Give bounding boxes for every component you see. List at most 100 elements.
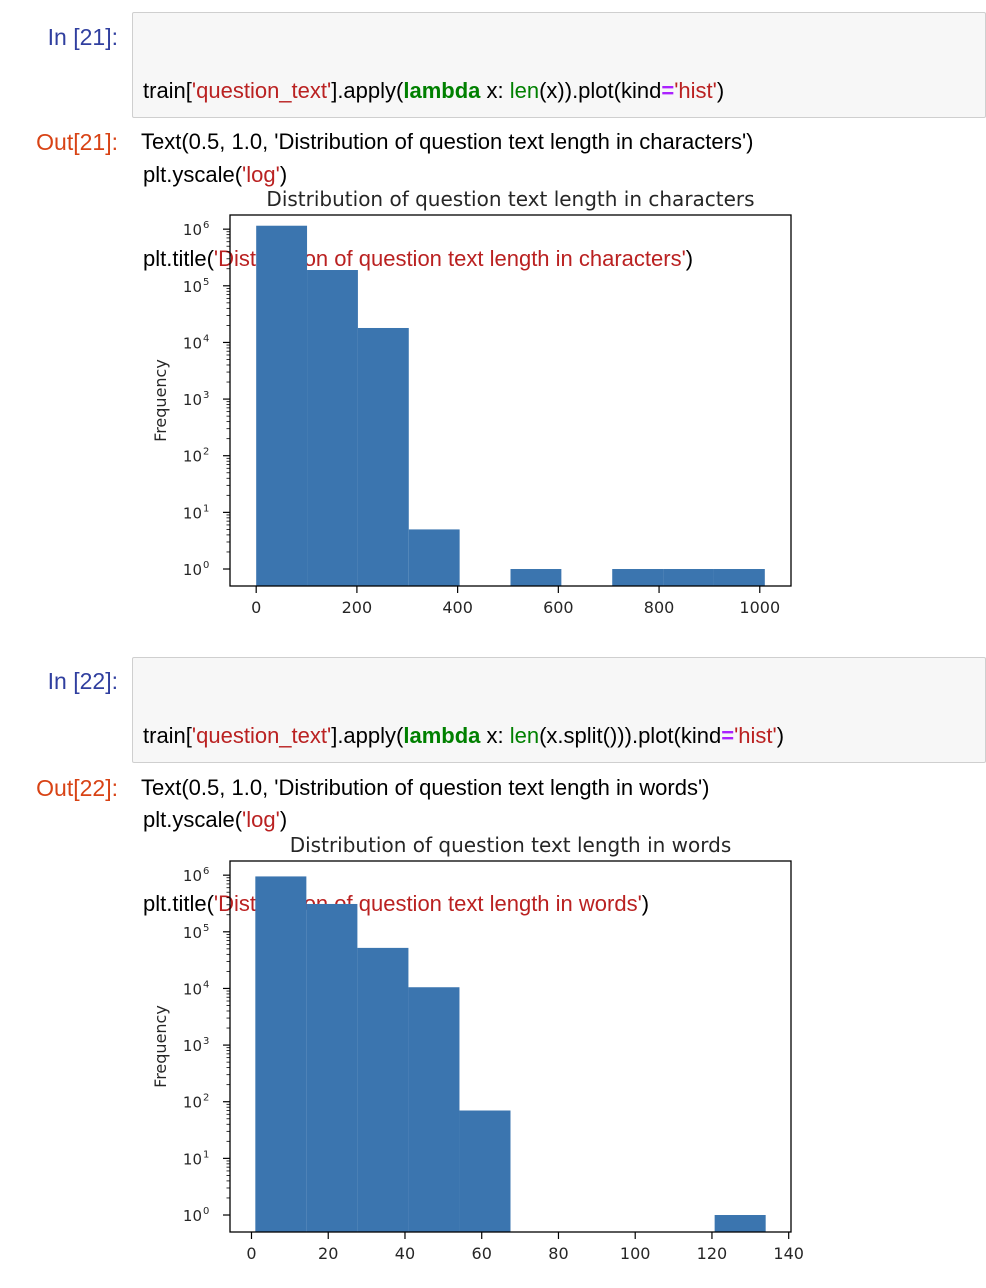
x-tick-label: 60 — [472, 1244, 492, 1263]
histogram-bar — [408, 987, 460, 1232]
code-token: train[ — [143, 78, 192, 103]
y-tick-label: 10 — [183, 221, 202, 239]
chart-title: Distribution of question text length in … — [266, 187, 754, 211]
code-token: ) — [776, 723, 785, 748]
code-token: (x.split())).plot(kind — [539, 723, 722, 748]
code-cell[interactable]: train['question_text'].apply(lambda x: l… — [132, 657, 986, 916]
histogram-bar — [357, 947, 409, 1232]
code-line: train['question_text'].apply(lambda x: l… — [143, 77, 975, 105]
code-token: ) — [279, 162, 288, 187]
code-token: plt.title( — [143, 246, 214, 271]
code-token: plt.title( — [143, 891, 214, 916]
code-operator: = — [721, 723, 735, 748]
code-keyword: lambda — [403, 723, 481, 748]
code-token: plt.yscale( — [143, 162, 243, 187]
code-string: 'hist' — [674, 78, 717, 103]
histogram-bar — [255, 876, 307, 1232]
plot-frame — [229, 860, 792, 1233]
histogram-bar — [408, 529, 460, 586]
y-tick-exponent: 1 — [203, 503, 209, 514]
chart-title: Distribution of question text length in … — [290, 833, 732, 857]
code-string: 'question_text' — [191, 78, 332, 103]
code-builtin: len — [509, 723, 540, 748]
y-tick-label: 10 — [183, 1150, 202, 1168]
y-tick-exponent: 3 — [203, 390, 209, 401]
x-tick-label: 600 — [543, 598, 574, 617]
code-string: 'hist' — [734, 723, 777, 748]
histogram-bar — [612, 569, 664, 586]
code-string: 'log' — [242, 162, 280, 187]
y-tick-exponent: 2 — [203, 1093, 209, 1104]
y-tick-exponent: 3 — [203, 1036, 209, 1047]
histogram-bar — [510, 569, 562, 586]
code-token: ].apply( — [331, 723, 404, 748]
code-token: x: — [480, 723, 510, 748]
code-cell[interactable]: train['question_text'].apply(lambda x: l… — [132, 12, 986, 271]
code-string: 'question_text' — [191, 723, 332, 748]
x-tick-label: 200 — [342, 598, 373, 617]
x-tick-label: 40 — [395, 1244, 415, 1263]
x-tick-label: 80 — [548, 1244, 568, 1263]
code-operator: = — [661, 78, 675, 103]
y-tick-exponent: 0 — [203, 560, 209, 571]
x-tick-label: 140 — [773, 1244, 804, 1263]
code-line: plt.title('Distribution of question text… — [143, 890, 975, 918]
y-tick-label: 10 — [183, 334, 202, 352]
code-token: ) — [685, 246, 694, 271]
y-tick-label: 10 — [183, 867, 202, 885]
y-tick-exponent: 0 — [203, 1206, 209, 1217]
histogram-bar — [256, 225, 308, 587]
code-string: 'Distribution of question text length in… — [213, 891, 642, 916]
y-tick-label: 10 — [183, 504, 202, 522]
x-tick-label: 20 — [318, 1244, 338, 1263]
y-axis-label: Frequency — [151, 359, 170, 442]
histogram-bar — [663, 569, 714, 586]
code-token: train[ — [143, 723, 192, 748]
input-prompt: In [21]: — [47, 24, 118, 50]
code-token: ) — [641, 891, 650, 916]
code-keyword: lambda — [403, 78, 481, 103]
code-builtin: len — [509, 78, 540, 103]
output-text: Text(0.5, 1.0, 'Distribution of question… — [141, 775, 710, 800]
code-token: ].apply( — [331, 78, 404, 103]
y-tick-exponent: 6 — [203, 220, 209, 231]
plot-frame — [229, 214, 792, 587]
x-tick-label: 0 — [246, 1244, 256, 1263]
code-token: plt.yscale( — [143, 807, 243, 832]
y-tick-exponent: 1 — [203, 1149, 209, 1160]
y-tick-exponent: 6 — [203, 866, 209, 877]
y-tick-exponent: 4 — [203, 333, 209, 344]
x-tick-label: 100 — [620, 1244, 651, 1263]
y-tick-exponent: 4 — [203, 979, 209, 990]
y-tick-exponent: 5 — [203, 923, 209, 934]
histogram-words: Distribution of question text length in … — [151, 833, 804, 1263]
y-tick-label: 10 — [183, 391, 202, 409]
code-token: (x)).plot(kind — [539, 78, 662, 103]
y-tick-label: 10 — [183, 1094, 202, 1112]
x-tick-label: 800 — [644, 598, 675, 617]
histogram-bar — [459, 1110, 511, 1232]
y-tick-label: 10 — [183, 1207, 202, 1225]
histogram-bar — [714, 1215, 766, 1232]
x-tick-label: 400 — [442, 598, 473, 617]
x-tick-label: 120 — [697, 1244, 728, 1263]
code-string: 'log' — [242, 807, 280, 832]
code-line: train['question_text'].apply(lambda x: l… — [143, 722, 975, 750]
histogram-bar — [307, 270, 358, 586]
histogram-bar — [357, 327, 409, 586]
output-text: Text(0.5, 1.0, 'Distribution of question… — [141, 129, 754, 154]
input-prompt: In [22]: — [47, 668, 118, 694]
code-line: plt.yscale('log') — [143, 806, 975, 834]
output-prompt: Out[21]: — [36, 129, 118, 155]
y-tick-label: 10 — [183, 1037, 202, 1055]
code-line: plt.yscale('log') — [143, 161, 975, 189]
y-axis-label: Frequency — [151, 1005, 170, 1088]
histogram-bar — [713, 569, 765, 586]
y-tick-label: 10 — [183, 561, 202, 579]
y-tick-label: 10 — [183, 278, 202, 296]
y-tick-label: 10 — [183, 924, 202, 942]
y-tick-exponent: 2 — [203, 447, 209, 458]
x-tick-label: 0 — [251, 598, 261, 617]
code-token: x: — [480, 78, 510, 103]
output-prompt: Out[22]: — [36, 775, 118, 801]
